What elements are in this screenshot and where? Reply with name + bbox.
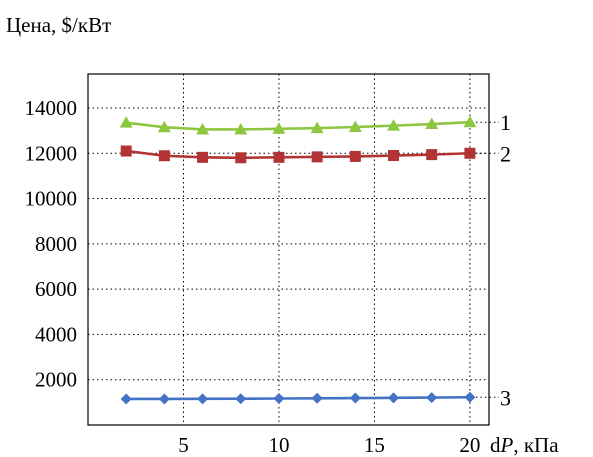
data-point-2 xyxy=(388,150,400,162)
data-point-1 xyxy=(234,122,248,135)
data-point-1 xyxy=(348,120,362,132)
series-label-3: 3 xyxy=(500,385,511,410)
y-axis-label: Цена, $/кВт xyxy=(6,13,111,37)
y-tick-label: 6000 xyxy=(35,277,77,301)
series-label-1: 1 xyxy=(500,110,511,135)
data-point-1 xyxy=(196,122,210,135)
x-axis-label-unit: , кПа xyxy=(513,433,559,457)
data-point-1 xyxy=(119,116,133,128)
x-tick-label: 15 xyxy=(364,433,385,457)
data-point-2 xyxy=(197,151,209,163)
x-axis-label-variable: P xyxy=(500,433,514,457)
series-line-3 xyxy=(126,395,470,401)
y-tick-label: 14000 xyxy=(25,96,78,120)
x-tick-labels: 5 10 15 20 xyxy=(178,433,480,457)
data-point-2 xyxy=(349,150,361,162)
y-tick-label: 10000 xyxy=(25,187,78,211)
data-point-2 xyxy=(273,151,285,163)
grid-lines xyxy=(88,74,489,425)
data-point-1 xyxy=(157,120,171,133)
data-point-2 xyxy=(235,152,247,164)
x-tick-label: 20 xyxy=(459,433,480,457)
y-tick-label: 8000 xyxy=(35,232,77,256)
data-point-1 xyxy=(272,122,286,134)
data-point-1 xyxy=(463,115,477,128)
series-line-2 xyxy=(126,149,470,160)
series-group: 1 2 3 xyxy=(119,110,511,410)
series-3: 3 xyxy=(120,385,511,410)
y-tick-label: 4000 xyxy=(35,322,77,346)
data-point-2 xyxy=(464,147,476,159)
series-label-2: 2 xyxy=(500,141,511,166)
data-point-2 xyxy=(426,149,438,161)
data-point-2 xyxy=(158,150,170,162)
series-2: 2 xyxy=(120,141,511,166)
data-point-3 xyxy=(273,393,285,405)
data-point-2 xyxy=(120,145,132,157)
series-1: 1 xyxy=(119,110,511,135)
data-point-2 xyxy=(311,151,323,163)
data-point-3 xyxy=(464,391,476,403)
x-axis-label: dP, кПа xyxy=(490,433,559,457)
y-tick-label: 12000 xyxy=(25,141,78,165)
data-point-1 xyxy=(425,117,439,130)
series-line-1 xyxy=(126,120,470,131)
data-point-3 xyxy=(311,392,323,404)
data-point-1 xyxy=(310,121,324,134)
plot-frame xyxy=(87,73,490,426)
x-tick-label: 10 xyxy=(268,433,289,457)
y-tick-label: 2000 xyxy=(35,368,77,392)
x-tick-label: 5 xyxy=(178,433,189,457)
data-point-3 xyxy=(426,392,438,404)
data-point-3 xyxy=(388,392,400,404)
data-point-1 xyxy=(387,119,401,131)
data-point-3 xyxy=(120,393,132,405)
data-point-3 xyxy=(158,393,170,405)
y-tick-labels: 2000 4000 6000 8000 10000 12000 14000 xyxy=(25,96,78,392)
x-axis-label-prefix: d xyxy=(490,433,501,457)
data-point-3 xyxy=(349,392,361,404)
data-point-3 xyxy=(235,393,247,405)
data-point-3 xyxy=(197,393,209,405)
